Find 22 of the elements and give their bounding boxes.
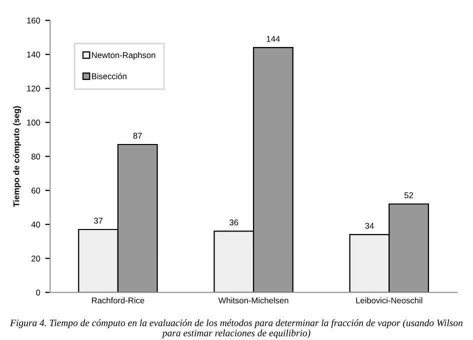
y-tick-label: 20 bbox=[32, 256, 40, 262]
y-tick-label: 0 bbox=[36, 290, 40, 296]
data-label: 34 bbox=[365, 222, 374, 229]
x-tick-label: Whitson-Michelsen bbox=[218, 297, 288, 304]
data-label: 36 bbox=[230, 219, 238, 226]
y-tick-label: 100 bbox=[27, 120, 40, 126]
x-tick-label: Rachford-Rice bbox=[92, 297, 144, 304]
x-tick-label: Leibovici-Neoschil bbox=[356, 297, 422, 304]
legend-label: Newton-Raphson bbox=[92, 52, 156, 60]
y-tick-label: 140 bbox=[27, 52, 40, 58]
y-tick-label: 60 bbox=[32, 188, 40, 194]
data-label: 144 bbox=[266, 36, 280, 42]
legend-label: Bisección bbox=[92, 73, 126, 80]
y-tick-label: 160 bbox=[27, 18, 40, 24]
y-tick-label: 120 bbox=[27, 86, 40, 92]
y-tick-label: 40 bbox=[31, 222, 40, 228]
data-label: 37 bbox=[94, 218, 102, 224]
y-tick-label: 80 bbox=[32, 154, 40, 160]
data-label: 52 bbox=[404, 192, 413, 198]
text: Figura 4. Tiempo de cómputo en la evaluación de los métodos para determinar la fracción de vapor (usando Wilson para estimar relaciones de equilibrio) bbox=[10, 319, 463, 338]
data-label: 87 bbox=[133, 132, 142, 139]
y-axis-title: Tiempo de cómputo (seg) bbox=[13, 106, 21, 207]
